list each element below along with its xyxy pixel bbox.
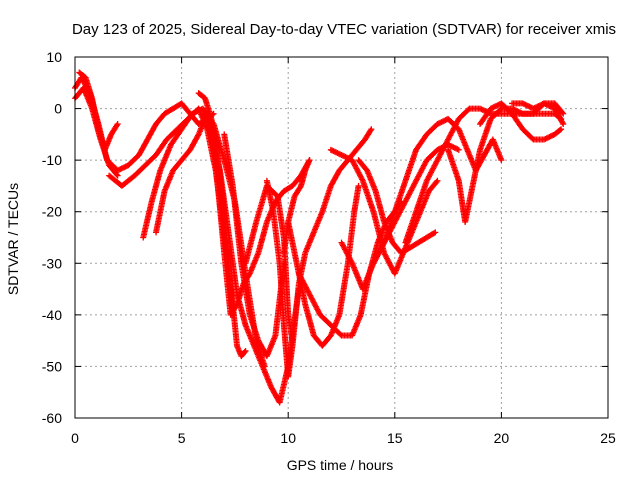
chart-title: Day 123 of 2025, Sidereal Day-to-day VTE… — [72, 21, 616, 38]
data-point — [560, 110, 567, 117]
y-axis-label: SDTVAR / TECUs — [5, 183, 21, 295]
data-point — [559, 109, 566, 116]
y-tick-label: 10 — [46, 49, 62, 65]
data-point — [431, 230, 438, 237]
data-point — [559, 119, 566, 126]
data-series — [477, 100, 565, 143]
data-point — [210, 110, 217, 117]
y-tick-label: -40 — [42, 307, 62, 323]
data-point — [434, 177, 441, 184]
data-point — [432, 229, 439, 236]
x-tick-label: 10 — [280, 430, 296, 446]
data-point — [498, 157, 505, 164]
y-tick-label: -50 — [42, 358, 62, 374]
y-tick-label: -10 — [42, 152, 62, 168]
data-point — [194, 132, 201, 139]
data-point — [114, 172, 121, 179]
data-series — [445, 100, 567, 226]
data-series — [355, 157, 439, 256]
data-point — [433, 178, 440, 185]
y-tick-label: -20 — [42, 204, 62, 220]
data-series — [509, 100, 567, 117]
data-series — [280, 157, 313, 256]
data-point — [114, 121, 121, 128]
data-series — [402, 105, 565, 246]
data-point — [455, 146, 462, 153]
data-series — [285, 182, 362, 349]
data-point — [355, 182, 362, 189]
data-point — [113, 122, 120, 129]
x-tick-label: 20 — [494, 430, 510, 446]
data-point — [557, 127, 564, 134]
data-point — [558, 126, 565, 133]
data-series — [76, 69, 121, 153]
data-point — [241, 348, 248, 355]
y-tick-label: -60 — [42, 410, 62, 426]
data-series — [72, 74, 217, 174]
data-points — [72, 69, 567, 406]
data-point — [113, 171, 120, 178]
y-tick-label: 0 — [54, 101, 62, 117]
x-axis-label: GPS time / hours — [287, 457, 394, 473]
grid-lines — [75, 57, 608, 418]
data-point — [306, 157, 313, 164]
y-tick-label: -30 — [42, 255, 62, 271]
tick-labels: 0 5 10 15 20 25 -60 -50 -40 -30 -20 -10 0 10 — [42, 49, 616, 446]
data-point — [367, 127, 374, 134]
data-series — [263, 126, 375, 380]
plot-frame — [74, 56, 609, 419]
data-point — [297, 184, 304, 191]
x-tick-label: 5 — [178, 430, 186, 446]
x-tick-label: 15 — [387, 430, 403, 446]
data-point — [368, 126, 375, 133]
x-tick-label: 25 — [600, 430, 616, 446]
axis-ticks — [74, 56, 609, 419]
data-point — [560, 121, 567, 128]
data-point — [242, 347, 249, 354]
x-tick-label: 0 — [71, 430, 79, 446]
